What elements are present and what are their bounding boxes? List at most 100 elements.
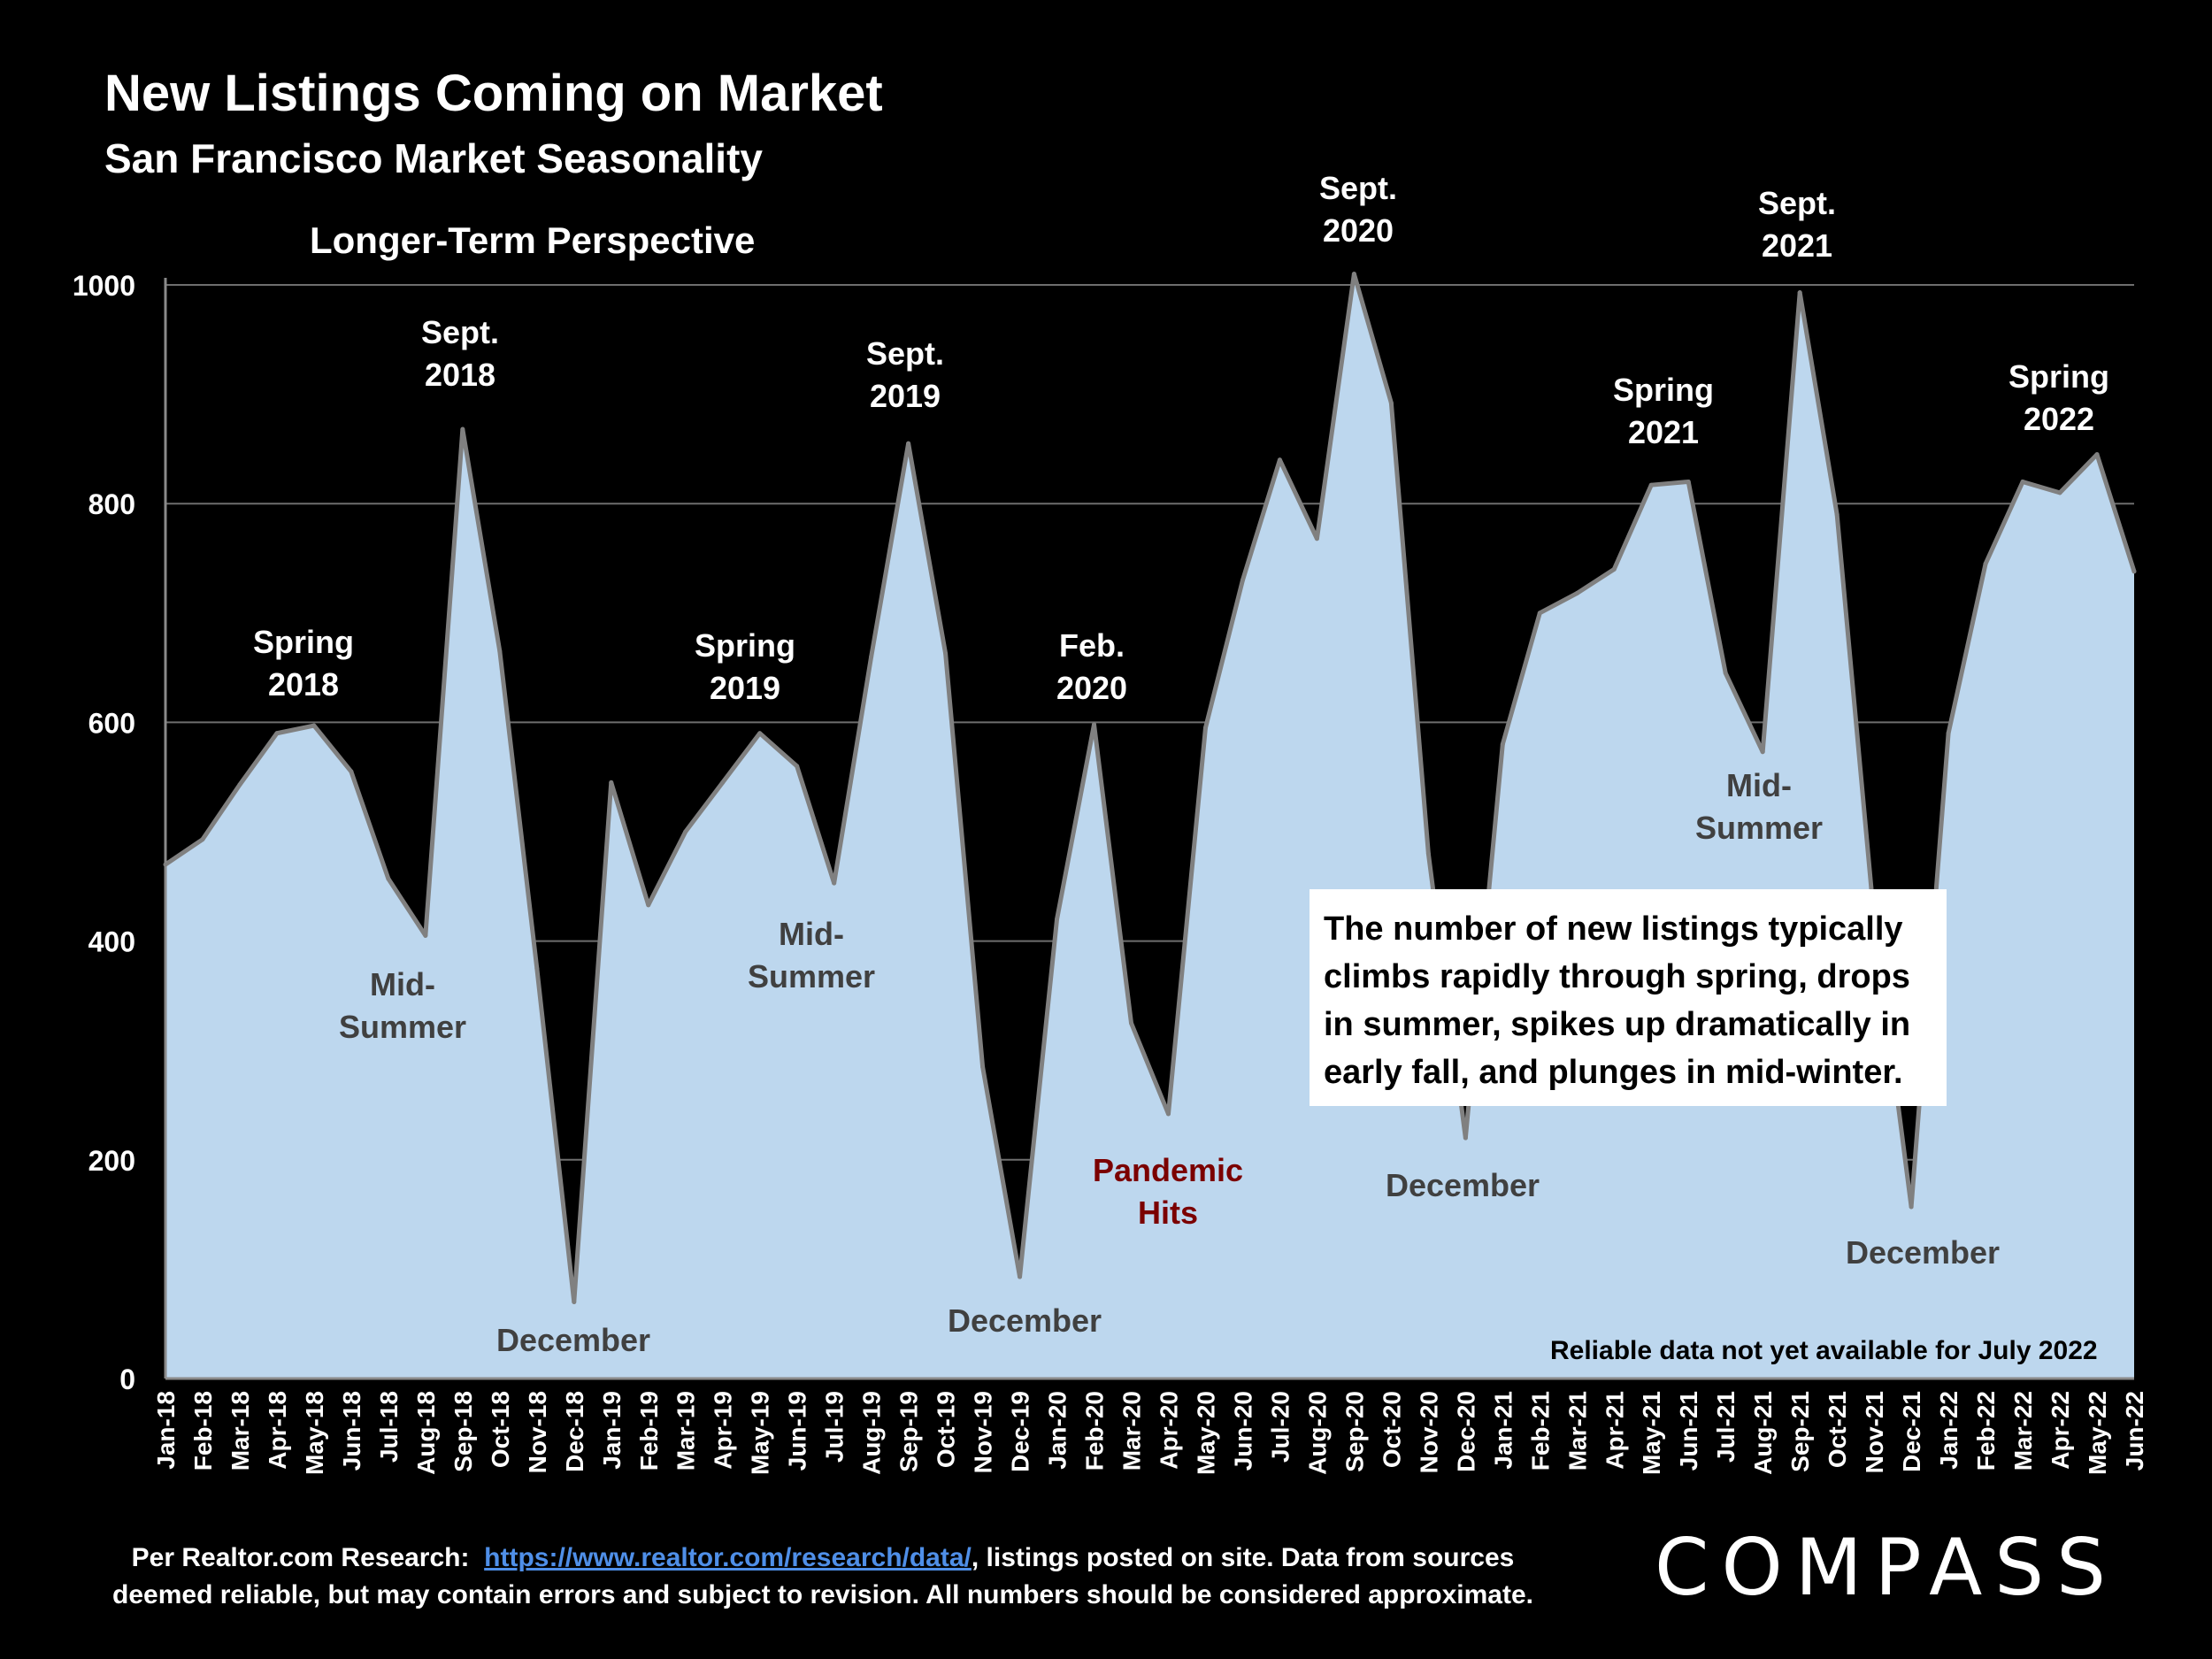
annotation-label: December <box>1846 1234 2000 1271</box>
data-point <box>832 880 837 886</box>
x-tick-label: May-21 <box>1638 1391 1665 1475</box>
data-point <box>757 731 763 736</box>
data-point <box>1463 1135 1468 1141</box>
x-tick-label: Aug-18 <box>412 1391 440 1475</box>
x-tick-label: Jun-20 <box>1229 1391 1256 1471</box>
data-point <box>1686 479 1691 484</box>
annotation-label: December <box>1386 1167 1540 1203</box>
annotation-label: Spring <box>695 627 795 664</box>
data-point <box>2131 569 2137 574</box>
data-point <box>2057 490 2062 495</box>
x-tick-label: May-22 <box>2084 1391 2111 1475</box>
annotation-label: Summer <box>1695 810 1823 846</box>
annotation-label: Spring <box>1613 372 1714 408</box>
x-tick-label: Oct-21 <box>1824 1391 1851 1468</box>
x-tick-label: Nov-18 <box>524 1391 551 1473</box>
x-tick-label: May-19 <box>747 1391 774 1475</box>
x-tick-label: Sep-18 <box>449 1391 477 1472</box>
annotation-label: 2019 <box>710 670 780 706</box>
data-point <box>1092 722 1097 727</box>
y-tick-label: 600 <box>88 707 135 739</box>
annotation-label: Sept. <box>1758 185 1836 221</box>
x-tick-label: Feb-22 <box>1972 1391 2000 1471</box>
x-tick-label: Mar-19 <box>672 1391 700 1471</box>
data-point <box>423 933 428 938</box>
annotation-label: 2020 <box>1323 212 1394 249</box>
annotation-label: 2021 <box>1628 414 1699 450</box>
chart: 0 200 400 600 800 1000 Jan-18 Feb-18 Mar-18 Apr-1… <box>73 170 2148 1475</box>
x-tick-label: Jun-22 <box>2121 1391 2148 1471</box>
data-point <box>683 829 688 834</box>
x-tick-label: Dec-18 <box>561 1391 588 1472</box>
annotation-label: 2021 <box>1762 227 1832 264</box>
data-point <box>1834 512 1839 518</box>
footer-prefix: Per Realtor.com Research: <box>131 1543 470 1572</box>
x-tick-label: Sep-19 <box>895 1391 923 1472</box>
x-tick-label: Apr-20 <box>1155 1391 1182 1470</box>
data-point <box>2094 452 2100 457</box>
data-point <box>1500 741 1505 747</box>
page-subtitle: San Francisco Market Seasonality <box>104 135 763 181</box>
x-tick-label: Aug-20 <box>1303 1391 1331 1475</box>
data-point <box>1946 731 1951 736</box>
x-tick-label: Jan-19 <box>598 1391 626 1470</box>
data-point <box>720 780 726 785</box>
y-tick-label: 800 <box>88 488 135 520</box>
x-tick-label: Nov-21 <box>1861 1391 1888 1473</box>
data-point <box>943 651 949 657</box>
x-tick-label: Apr-22 <box>2047 1391 2074 1470</box>
x-tick-label: Jun-21 <box>1675 1391 1702 1471</box>
x-tick-label: Jun-18 <box>338 1391 365 1471</box>
annotation-label: Pandemic <box>1093 1152 1243 1188</box>
x-tick-label: Nov-20 <box>1415 1391 1442 1473</box>
footer-suffix: , listings posted on site. Data from sou… <box>971 1543 1515 1572</box>
footer-disclaimer: deemed reliable, but may contain errors … <box>112 1580 1533 1609</box>
x-tick-label: Oct-20 <box>1378 1391 1405 1468</box>
x-tick-label: Dec-20 <box>1452 1391 1479 1472</box>
data-point <box>1574 591 1579 596</box>
annotation-label: Mid- <box>779 916 844 952</box>
data-point <box>609 780 614 785</box>
data-point <box>2020 479 2025 484</box>
x-tick-label: Jul-20 <box>1266 1391 1294 1463</box>
data-point <box>311 723 317 728</box>
annotation-label: Summer <box>339 1009 466 1045</box>
x-tick-label: Apr-21 <box>1601 1391 1628 1470</box>
source-link[interactable]: https://www.realtor.com/research/data/ <box>484 1543 972 1572</box>
data-point <box>1129 1020 1134 1025</box>
annotation-label: 2018 <box>268 666 339 703</box>
data-point <box>1055 917 1060 922</box>
annotation-label: Summer <box>748 958 875 995</box>
data-point <box>906 441 911 446</box>
data-point <box>1202 726 1208 731</box>
x-tick-label: Oct-19 <box>933 1391 960 1468</box>
data-point <box>1425 851 1431 856</box>
data-point <box>1018 1274 1023 1279</box>
data-point <box>460 426 465 432</box>
y-tick-label: 400 <box>88 926 135 958</box>
data-point <box>646 902 651 908</box>
data-note: Reliable data not yet available for July… <box>1550 1336 2098 1365</box>
x-tick-label: Sep-20 <box>1340 1391 1368 1472</box>
data-point <box>1760 749 1765 755</box>
annotation-label: Mid- <box>370 966 435 1002</box>
data-point <box>1388 400 1394 405</box>
data-point <box>274 731 280 736</box>
x-tick-label: Nov-19 <box>970 1391 997 1473</box>
x-tick-label: Jan-22 <box>1935 1391 1962 1470</box>
data-point <box>1648 482 1654 488</box>
data-point <box>572 1299 577 1304</box>
x-tick-label: Jul-21 <box>1712 1391 1740 1463</box>
annotation-label: Feb. <box>1059 627 1125 664</box>
data-point <box>386 876 391 881</box>
y-tick-label: 0 <box>119 1363 135 1395</box>
data-point <box>1537 611 1542 616</box>
x-tick-label: Jan-21 <box>1489 1391 1517 1470</box>
x-tick-label: Jan-18 <box>152 1391 180 1470</box>
x-tick-label: Feb-18 <box>189 1391 217 1471</box>
x-tick-label: Mar-18 <box>227 1391 254 1471</box>
data-point <box>869 654 874 659</box>
x-tick-label: Aug-19 <box>858 1391 886 1475</box>
data-point <box>1165 1111 1171 1117</box>
data-point <box>1314 536 1319 541</box>
